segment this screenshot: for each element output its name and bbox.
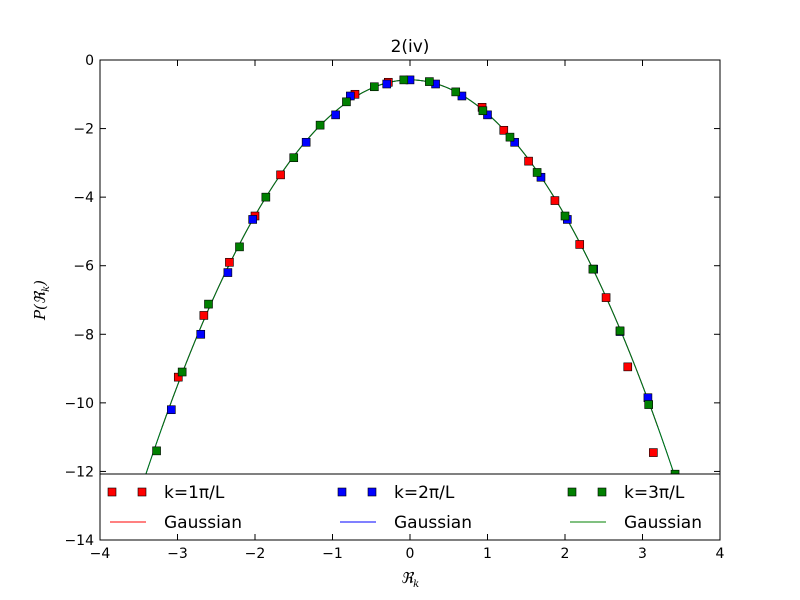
- y-tick-label: −6: [73, 259, 94, 275]
- x-tick-label: −3: [167, 546, 188, 562]
- data-point-series-1: [649, 448, 658, 457]
- legend-label: k=1π/L: [164, 483, 225, 503]
- data-point-series-1: [499, 125, 509, 135]
- data-point-series-3: [289, 153, 299, 163]
- data-point-series-3: [560, 211, 570, 221]
- x-tick-label: 0: [406, 546, 415, 562]
- y-tick-label: −8: [73, 327, 94, 343]
- data-point-series-3: [615, 326, 625, 336]
- data-point-series-3: [451, 87, 461, 97]
- legend-marker: [567, 487, 577, 497]
- legend-marker: [337, 487, 347, 497]
- data-point-series-1: [623, 362, 633, 372]
- data-point-series-2: [248, 215, 257, 224]
- data-point-series-2: [382, 79, 392, 89]
- data-point-series-2: [301, 137, 311, 147]
- data-point-series-3: [177, 367, 187, 377]
- data-point-series-1: [276, 170, 285, 180]
- data-point-series-1: [524, 156, 533, 166]
- data-point-series-3: [644, 400, 654, 409]
- data-point-series-1: [601, 293, 611, 302]
- x-tick-label: 1: [483, 546, 492, 562]
- y-tick-label: −4: [73, 190, 94, 206]
- data-point-series-1: [575, 240, 585, 249]
- legend-marker: [367, 487, 377, 497]
- plot-area: [100, 60, 720, 540]
- y-tick-label: 0: [85, 53, 94, 69]
- data-points: [152, 75, 680, 479]
- x-tick-label: −2: [245, 546, 266, 562]
- data-point-series-3: [342, 97, 351, 107]
- chart-title: 2(iv): [391, 37, 430, 57]
- data-point-series-2: [510, 137, 519, 147]
- legend-label: k=2π/L: [394, 483, 455, 503]
- axis-ticks: −4 −3 −2 −1 0 1 2 3 40−2−4−6−8−10−12−14: [64, 53, 724, 562]
- data-point-series-3: [204, 299, 213, 309]
- legend-label: Gaussian: [394, 513, 472, 533]
- legend-marker: [137, 487, 147, 497]
- legend: k=1π/L k=2π/L k=3π/L Gaussian Gaussian Gaussi…: [99, 473, 721, 541]
- x-tick-label: 2: [561, 546, 570, 562]
- data-point-series-3: [399, 75, 409, 85]
- data-point-series-2: [196, 329, 206, 339]
- data-point-series-3: [505, 132, 515, 142]
- legend-marker: [597, 487, 607, 497]
- legend-label: Gaussian: [164, 513, 242, 533]
- data-point-series-3: [425, 77, 434, 86]
- data-point-series-1: [199, 311, 209, 320]
- data-point-series-3: [315, 120, 325, 130]
- data-point-series-3: [588, 264, 598, 274]
- y-tick-label: −10: [64, 396, 94, 412]
- x-tick-label: −1: [322, 546, 343, 562]
- data-point-series-3: [532, 168, 542, 177]
- data-point-series-2: [223, 268, 233, 277]
- data-point-series-1: [225, 257, 234, 267]
- data-point-series-3: [478, 106, 488, 116]
- legend-marker: [107, 487, 117, 497]
- legend-box: [99, 473, 721, 541]
- x-tick-label: −4: [90, 546, 111, 562]
- data-point-series-3: [370, 82, 379, 92]
- legend-label: k=3π/L: [624, 483, 685, 503]
- data-point-series-2: [167, 405, 176, 415]
- y-tick-label: −12: [64, 464, 94, 480]
- y-tick-label: −14: [64, 533, 94, 549]
- x-axis-label: ℜk: [401, 569, 419, 590]
- legend-label: Gaussian: [624, 513, 702, 533]
- data-point-series-1: [550, 196, 560, 205]
- x-tick-label: 3: [638, 546, 647, 562]
- data-point-series-3: [152, 446, 161, 456]
- y-axis-label: P(ℜk): [31, 280, 52, 321]
- x-tick-label: 4: [716, 546, 725, 562]
- data-point-series-2: [331, 110, 340, 120]
- data-point-series-3: [261, 192, 271, 202]
- data-point-series-3: [235, 242, 244, 252]
- y-tick-label: −2: [73, 122, 94, 138]
